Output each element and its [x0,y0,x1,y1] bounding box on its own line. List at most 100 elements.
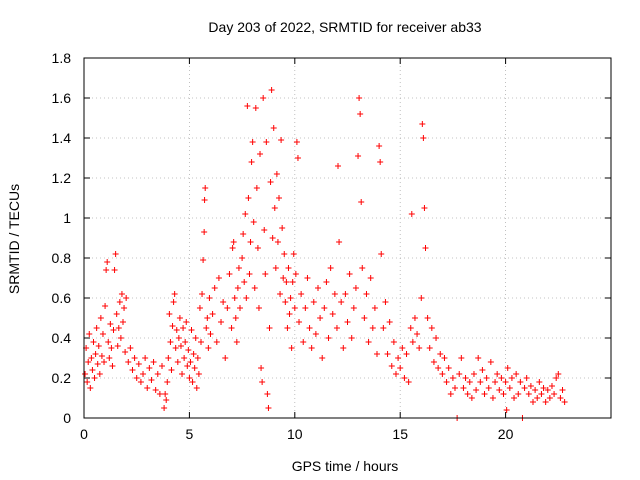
data-point [204,315,211,321]
data-point [205,345,212,351]
data-point [422,245,429,251]
data-point [534,395,541,401]
data-point [323,279,330,285]
data-point [158,363,165,369]
data-point [293,139,300,145]
data-point [103,267,110,273]
data-point [325,335,332,341]
data-point [125,359,132,365]
data-point [248,159,255,165]
data-point [508,375,515,381]
data-point [241,279,248,285]
data-point [97,315,104,321]
data-point [236,305,243,311]
data-point [306,325,313,331]
data-point [487,359,494,365]
data-point [409,339,416,345]
data-point [456,371,463,377]
x-tick-label: 5 [186,426,194,442]
x-tick-label: 10 [287,426,303,442]
data-point [107,321,114,327]
data-point [435,365,442,371]
data-point [403,351,410,357]
data-point [106,355,113,361]
data-point [92,351,99,357]
data-point [356,95,363,101]
data-point [359,265,366,271]
data-point [420,135,427,141]
data-point [284,325,291,331]
data-point [504,365,511,371]
data-point [109,363,116,369]
data-point [111,267,118,273]
data-point [186,375,193,381]
data-point [515,391,522,397]
data-point [388,363,395,369]
data-point [390,339,397,345]
data-point [113,311,120,317]
data-point [101,359,108,365]
data-point [116,299,123,305]
data-point [203,325,210,331]
data-point [91,375,98,381]
data-point [117,335,124,341]
data-point [89,367,96,373]
data-point [365,339,372,345]
data-point [184,363,191,369]
data-point [93,325,100,331]
data-point [174,359,181,365]
data-point [82,371,89,377]
data-point [298,291,305,297]
data-point [150,359,157,365]
x-axis-label: GPS time / hours [292,458,399,474]
data-point [462,375,469,381]
data-point [156,391,163,397]
data-point [169,323,176,329]
data-point [464,391,471,397]
data-point [296,319,303,325]
data-point [363,291,370,297]
data-point [181,355,188,361]
data-point [443,379,450,385]
data-point [165,355,172,361]
data-point [361,315,368,321]
data-point [327,265,334,271]
data-point [175,335,182,341]
data-point [94,361,101,367]
data-point [133,375,140,381]
data-point [215,275,222,281]
data-point [281,251,288,257]
x-tick-label: 0 [80,426,88,442]
data-point [439,371,446,377]
data-point [251,285,258,291]
data-point [253,185,260,191]
data-point [243,295,250,301]
y-tick-label: 0 [63,410,71,426]
data-point [170,299,177,305]
data-point [421,205,428,211]
data-point [220,299,227,305]
data-point [428,325,435,331]
data-point [129,367,136,373]
data-point [304,275,311,281]
data-point [289,279,296,285]
data-point [466,379,473,385]
data-point [511,395,518,401]
y-tick-label: 0.2 [52,370,72,386]
data-point [441,355,448,361]
data-point [397,365,404,371]
data-point [268,87,275,93]
data-point [546,395,553,401]
data-point [235,265,242,271]
x-tick-label: 15 [392,426,408,442]
data-point [121,305,128,311]
data-point [294,155,301,161]
data-point [426,345,433,351]
data-point [135,361,142,367]
y-tick-label: 0.8 [52,250,72,266]
data-point [557,395,564,401]
data-point [269,235,276,241]
data-point [542,399,549,405]
data-point [131,355,138,361]
data-point [555,371,562,377]
